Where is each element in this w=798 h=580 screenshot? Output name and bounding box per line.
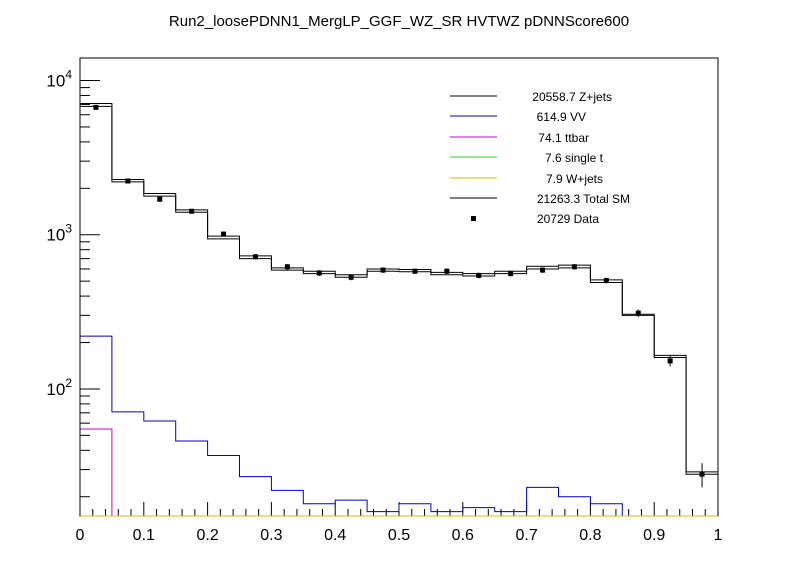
y-axis-ticks [80,80,100,498]
legend-marker-data [471,216,476,221]
legend-label-total-sm: 21263.3 Total SM [537,192,630,206]
legend-label-wjets: 7.9 W+jets [546,172,603,186]
data-point [221,231,227,237]
data-point [316,270,322,276]
legend: 20558.7 Z+jets 614.9 VV 74.1 ttbar 7.6 s… [450,90,630,226]
x-tick-label: 0.1 [133,527,155,544]
data-point [412,268,418,274]
y-tick-label: 103 [46,222,72,245]
x-tick-label: 0.7 [515,527,537,544]
data-point [540,267,546,273]
data-point [444,268,450,274]
y-tick-label: 102 [46,376,72,399]
data-point [476,272,482,278]
data-point [603,277,609,283]
data-point [571,264,577,270]
legend-label-zjets: 20558.7 Z+jets [532,90,612,104]
series-total-sm [79,102,719,516]
x-tick-label: 0.8 [579,527,601,544]
x-tick-label: 0.2 [196,527,218,544]
data-point [189,208,195,214]
x-tick-label: 0.9 [643,527,665,544]
data-point [157,196,163,202]
data-point [380,267,386,273]
data-point [348,274,354,280]
series-layer [79,102,719,517]
x-tick-label: 0.3 [260,527,282,544]
x-tick-label: 0.5 [388,527,410,544]
x-tick-label: 1 [714,527,723,544]
legend-label-ttbar: 74.1 ttbar [538,131,589,145]
legend-label-vv: 614.9 VV [537,110,586,124]
y-tick-label: 104 [46,68,72,91]
data-point [508,271,514,277]
y-axis-labels: 102 103 104 [46,68,72,399]
data-point [252,254,258,260]
data-point [284,264,290,270]
x-axis-labels: 0 0.1 0.2 0.3 0.4 0.5 0.6 0.7 0.8 0.9 1 [76,527,723,544]
legend-label-single-t: 7.6 single t [545,151,604,165]
data-point [125,178,131,184]
data-point [635,310,641,316]
legend-label-data: 20729 Data [537,212,599,226]
series-vv [79,335,718,517]
x-tick-label: 0.4 [324,527,346,544]
data-point [93,104,99,110]
x-tick-label: 0.6 [452,527,474,544]
data-point [699,471,705,477]
data-point [667,358,673,364]
chart-title: Run2_loosePDNN1_MergLP_GGF_WZ_SR HVTWZ p… [169,13,629,30]
x-tick-label: 0 [76,527,85,544]
data-points-layer [93,104,705,488]
x-axis-ticks [79,502,719,516]
